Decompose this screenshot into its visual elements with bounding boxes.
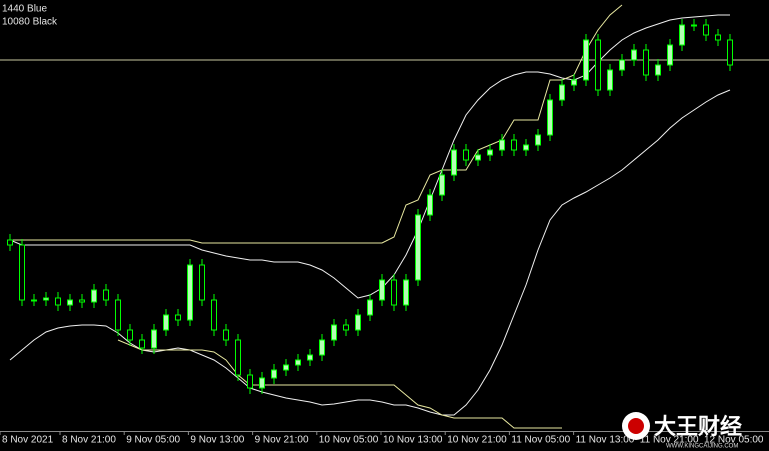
x-tick-label: 8 Nov 21:00 [62, 435, 116, 446]
candle-body [235, 339, 241, 376]
x-tick-label: 11 Nov 13:00 [576, 435, 635, 446]
watermark-text: 大王财经 [654, 414, 742, 439]
watermark-url: WWW.KINGCAIJING.COM [666, 444, 738, 450]
x-tick-label: 9 Nov 21:00 [255, 435, 309, 446]
candle-body [667, 44, 673, 66]
candle-body [163, 314, 169, 331]
candle-body [511, 139, 517, 151]
candle-body [247, 374, 253, 389]
candle-body [391, 279, 397, 306]
x-tick-label: 9 Nov 13:00 [190, 435, 244, 446]
candle-body [727, 39, 733, 66]
candle-body [31, 299, 37, 302]
candle-body [127, 329, 133, 341]
indicator-line [117, 339, 562, 429]
x-tick-label: 11 Nov 05:00 [511, 435, 570, 446]
candle-body [715, 34, 721, 41]
candle-body [403, 279, 409, 306]
candle-body [199, 264, 205, 301]
legend-line: 1440 Blue [2, 4, 47, 15]
x-tick-label: 10 Nov 21:00 [447, 435, 507, 446]
candle-body [379, 279, 385, 301]
x-tick-label: 10 Nov 05:00 [319, 435, 379, 446]
candle-body [67, 299, 73, 306]
watermark-logo [628, 418, 644, 434]
candle-body [451, 149, 457, 176]
candle-body [547, 99, 553, 136]
candle-body [187, 264, 193, 321]
candle-body [355, 314, 361, 331]
candle-body [151, 329, 157, 349]
candle-body [271, 369, 277, 379]
candle-body [643, 49, 649, 76]
candle-body [475, 154, 481, 161]
candle-body [211, 299, 217, 331]
candle-body [103, 289, 109, 301]
candle-body [19, 244, 25, 301]
candle-body [607, 69, 613, 91]
candle-body [343, 324, 349, 331]
x-tick-label: 12 Nov 05:00 [704, 435, 764, 446]
candle-body [7, 239, 13, 246]
x-tick-label: 11 Nov 21:00 [640, 435, 699, 446]
candle-body [571, 79, 577, 86]
x-tick-label: 9 Nov 05:00 [126, 435, 180, 446]
candle-body [223, 329, 229, 341]
candle-body [55, 297, 61, 306]
plot-area [0, 4, 769, 429]
candle-body [655, 64, 661, 76]
candle-body [439, 174, 445, 196]
x-tick-label: 8 Nov 2021 [2, 435, 54, 446]
candle-body [115, 299, 121, 331]
candle-body [367, 299, 373, 316]
candle-body [559, 84, 565, 101]
legend-line: 10080 Black [2, 17, 58, 28]
candle-body [523, 144, 529, 151]
candle-body [295, 359, 301, 366]
candle-body [415, 214, 421, 281]
candle-body [679, 24, 685, 46]
candle-body [259, 377, 265, 389]
candle-body [79, 299, 85, 303]
candle-body [427, 194, 433, 216]
candle-body [43, 297, 49, 301]
candle-body [307, 354, 313, 361]
candle-body [619, 59, 625, 71]
x-tick-label: 10 Nov 13:00 [383, 435, 443, 446]
watermark: 大王财经 WWW.KINGCAIJING.COM [622, 412, 742, 450]
candle-body [463, 149, 469, 161]
candle-body [691, 24, 697, 27]
candle-body [703, 24, 709, 36]
candle-body [499, 139, 505, 151]
candle-body [487, 149, 493, 156]
indicator-line [10, 4, 623, 244]
x-axis-labels: 8 Nov 2021 8 Nov 21:00 9 Nov 05:00 9 Nov 13… [0, 431, 764, 446]
candle-body [631, 49, 637, 61]
candle-body [283, 364, 289, 371]
candle-body [319, 339, 325, 356]
candle-body [583, 39, 589, 81]
candle-body [535, 134, 541, 146]
candle-body [595, 39, 601, 91]
candle-body [91, 289, 97, 303]
candle-body [175, 314, 181, 321]
candle-body [331, 324, 337, 341]
candle-body [139, 339, 145, 349]
